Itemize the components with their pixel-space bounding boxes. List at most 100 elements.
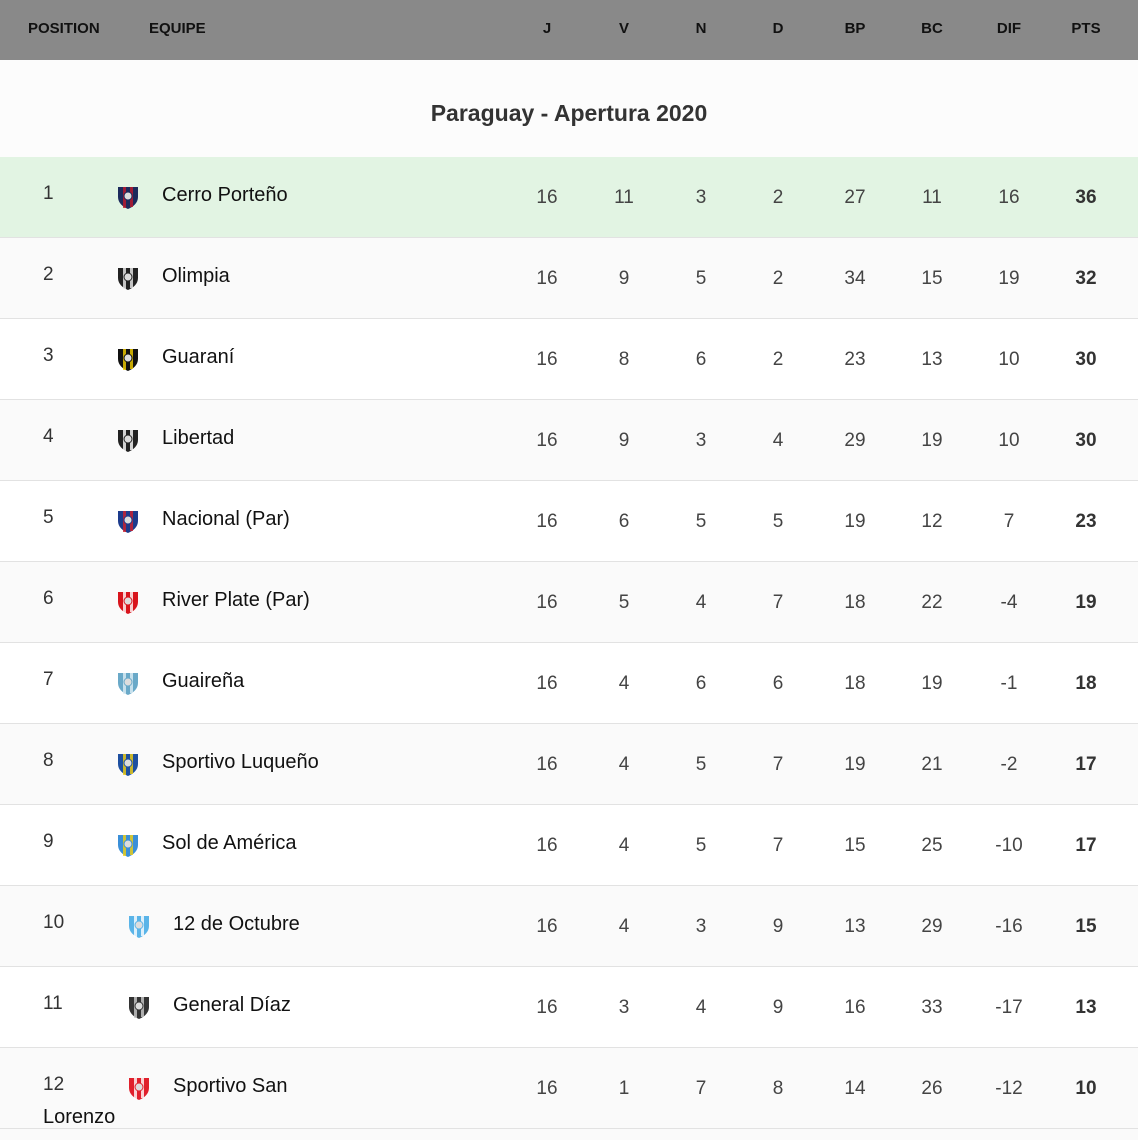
- stat-bc: 33: [921, 997, 943, 1018]
- position: 2: [43, 264, 54, 285]
- stat-bp: 19: [844, 754, 866, 775]
- table-row[interactable]: 4 Libertad 16 9 3 4 29 19 10 30: [0, 400, 1138, 481]
- stat-pts: 32: [1075, 268, 1097, 289]
- stat-pts: 36: [1075, 187, 1097, 208]
- stat-v: 9: [618, 430, 630, 451]
- stat-j: 16: [536, 430, 558, 451]
- stat-pts: 13: [1075, 997, 1097, 1018]
- header-bp[interactable]: BP: [844, 20, 866, 37]
- team-name[interactable]: River Plate (Par): [162, 589, 310, 611]
- team-name[interactable]: Sportivo Luqueño: [162, 751, 319, 773]
- stat-d: 9: [772, 997, 784, 1018]
- team-name[interactable]: Cerro Porteño: [162, 184, 288, 206]
- header-v[interactable]: V: [618, 20, 629, 37]
- stat-v: 1: [618, 1078, 630, 1099]
- stat-j: 16: [536, 268, 558, 289]
- table-row[interactable]: 12 Sportivo San Lorenzo 16 1 7 8 14 26 -12 10: [0, 1048, 1138, 1129]
- header-pts[interactable]: PTS: [1071, 20, 1101, 37]
- team-name[interactable]: 12 de Octubre: [173, 913, 300, 935]
- table-row[interactable]: 6 River Plate (Par) 16 5 4 7 18 22 -4 19: [0, 562, 1138, 643]
- stat-n: 6: [695, 349, 707, 370]
- team-crest-icon: [115, 832, 141, 858]
- stat-n: 4: [695, 997, 707, 1018]
- stat-bp: 23: [844, 349, 866, 370]
- stat-dif: 10: [998, 349, 1020, 370]
- stat-bc: 13: [921, 349, 943, 370]
- stat-pts: 30: [1075, 430, 1097, 451]
- stat-dif: 10: [998, 430, 1020, 451]
- position: 5: [43, 507, 54, 528]
- stat-dif: 16: [998, 187, 1020, 208]
- team-name[interactable]: Guaraní: [162, 346, 235, 368]
- team-name[interactable]: Nacional (Par): [162, 508, 290, 530]
- stat-j: 16: [536, 997, 558, 1018]
- table-row[interactable]: 9 Sol de América 16 4 5 7 15 25 -10 17: [0, 805, 1138, 886]
- stat-j: 16: [536, 835, 558, 856]
- team-name[interactable]: General Díaz: [173, 994, 291, 1016]
- stat-v: 6: [618, 511, 630, 532]
- team-name-continued[interactable]: Lorenzo: [43, 1106, 116, 1128]
- header-n[interactable]: N: [695, 20, 707, 37]
- stat-d: 5: [772, 511, 784, 532]
- header-bc[interactable]: BC: [921, 20, 943, 37]
- header-d[interactable]: D: [772, 20, 784, 37]
- team-crest-icon: [115, 346, 141, 372]
- stat-v: 8: [618, 349, 630, 370]
- table-row[interactable]: 10 12 de Octubre 16 4 3 9 13 29 -16 15: [0, 886, 1138, 967]
- table-row[interactable]: 2 Olimpia 16 9 5 2 34 15 19 32: [0, 238, 1138, 319]
- stat-dif: -1: [1000, 673, 1018, 694]
- stat-pts: 17: [1075, 835, 1097, 856]
- stat-bp: 18: [844, 592, 866, 613]
- stat-n: 5: [695, 511, 707, 532]
- header-j[interactable]: J: [542, 20, 552, 37]
- position: 1: [43, 183, 54, 204]
- stat-n: 5: [695, 835, 707, 856]
- table-row[interactable]: 11 General Díaz 16 3 4 9 16 33 -17 13: [0, 967, 1138, 1048]
- team-name[interactable]: Guaireña: [162, 670, 245, 692]
- table-row[interactable]: 7 Guaireña 16 4 6 6 18 19 -1 18: [0, 643, 1138, 724]
- league-title: Paraguay - Apertura 2020: [430, 100, 708, 126]
- stat-dif: 7: [1003, 511, 1015, 532]
- stat-v: 4: [618, 916, 630, 937]
- team-name[interactable]: Olimpia: [162, 265, 230, 287]
- team-crest-icon: [115, 508, 141, 534]
- stat-j: 16: [536, 1078, 558, 1099]
- team-crest-icon: [115, 265, 141, 291]
- stat-j: 16: [536, 754, 558, 775]
- stat-v: 9: [618, 268, 630, 289]
- stat-bc: 11: [922, 187, 942, 208]
- team-name[interactable]: Sol de América: [162, 832, 297, 854]
- position: 7: [43, 669, 54, 690]
- stat-pts: 23: [1075, 511, 1097, 532]
- stat-d: 8: [772, 1078, 784, 1099]
- table-row[interactable]: 1 Cerro Porteño 16 11 3 2 27 11 16 36: [0, 157, 1138, 238]
- league-title-row: Paraguay - Apertura 2020: [0, 60, 1138, 158]
- stat-v: 11: [614, 187, 634, 208]
- table-row[interactable]: 8 Sportivo Luqueño 16 4 5 7 19 21 -2 17: [0, 724, 1138, 805]
- position: 3: [43, 345, 54, 366]
- position: 9: [43, 831, 54, 852]
- stat-bc: 15: [921, 268, 943, 289]
- table-row[interactable]: 3 Guaraní 16 8 6 2 23 13 10 30: [0, 319, 1138, 400]
- table-header: POSITION EQUIPE J V N D BP BC DIF PTS: [0, 0, 1138, 60]
- position: 10: [43, 912, 65, 933]
- stat-v: 5: [618, 592, 630, 613]
- position: 11: [43, 993, 63, 1014]
- team-name[interactable]: Sportivo San: [173, 1075, 288, 1097]
- stat-bp: 29: [844, 430, 866, 451]
- stat-j: 16: [536, 187, 558, 208]
- stat-bp: 14: [844, 1078, 866, 1099]
- team-crest-icon: [115, 589, 141, 615]
- stat-bp: 18: [844, 673, 866, 694]
- stat-d: 7: [772, 754, 784, 775]
- stat-d: 2: [772, 268, 784, 289]
- table-row[interactable]: 5 Nacional (Par) 16 6 5 5 19 12 7 23: [0, 481, 1138, 562]
- stat-j: 16: [536, 349, 558, 370]
- team-name[interactable]: Libertad: [162, 427, 235, 449]
- header-position[interactable]: POSITION: [28, 20, 100, 37]
- header-equipe[interactable]: EQUIPE: [149, 20, 206, 37]
- stat-bc: 25: [921, 835, 943, 856]
- stat-bp: 19: [844, 511, 866, 532]
- stat-bp: 15: [844, 835, 866, 856]
- header-dif[interactable]: DIF: [996, 20, 1022, 37]
